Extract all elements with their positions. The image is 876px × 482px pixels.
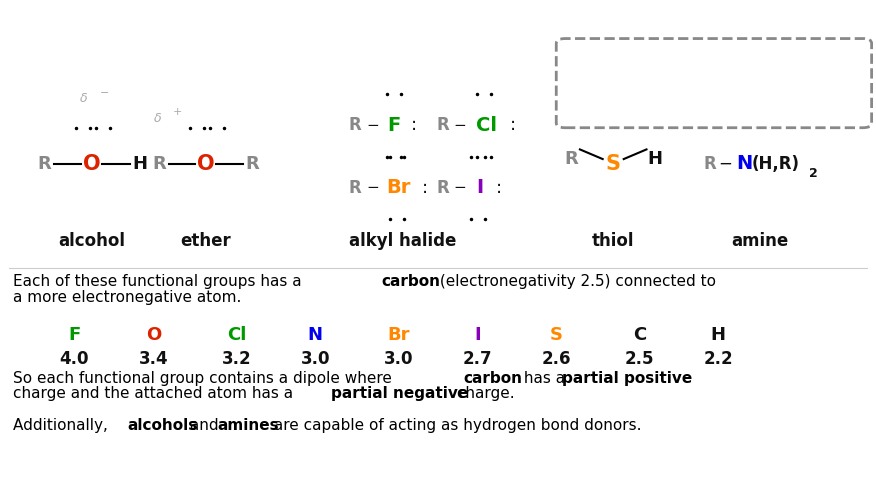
Text: partial negative: partial negative (331, 386, 469, 402)
Text: 2.6: 2.6 (541, 350, 571, 368)
Text: alcohols: alcohols (127, 417, 197, 433)
Text: and: and (185, 417, 223, 433)
Text: −: − (100, 88, 109, 97)
Text: −: − (454, 180, 466, 196)
Text: a more electronegative atom.: a more electronegative atom. (13, 290, 242, 305)
Text: charge.: charge. (452, 386, 514, 402)
Text: R: R (152, 155, 166, 173)
Text: I: I (474, 326, 481, 344)
Text: +: + (173, 107, 182, 117)
Text: R: R (37, 155, 51, 173)
Text: S: S (550, 326, 562, 344)
Text: −: − (366, 180, 378, 196)
Text: −: − (454, 118, 466, 133)
Text: amine: amine (731, 232, 789, 250)
Text: charge and the attached atom has a: charge and the attached atom has a (13, 386, 298, 402)
Text: −: − (366, 118, 378, 133)
Text: O: O (145, 326, 161, 344)
Text: Br: Br (387, 326, 410, 344)
Text: R: R (703, 155, 716, 173)
Text: :: : (412, 116, 417, 134)
Text: 2.5: 2.5 (625, 350, 654, 368)
Text: Cl: Cl (227, 326, 246, 344)
Text: H: H (710, 326, 726, 344)
Text: H: H (132, 155, 148, 173)
Text: ether: ether (180, 232, 231, 250)
Text: H: H (647, 150, 663, 168)
Text: :: : (510, 116, 515, 134)
Text: :: : (497, 179, 502, 197)
Text: 3.4: 3.4 (138, 350, 168, 368)
Text: are capable of acting as hydrogen bond donors.: are capable of acting as hydrogen bond d… (269, 417, 641, 433)
Text: 2.2: 2.2 (703, 350, 733, 368)
Text: S: S (605, 154, 621, 174)
Text: Cl: Cl (476, 116, 497, 135)
Text: −: − (718, 155, 732, 173)
Text: is a carbon substituent: is a carbon substituent (613, 76, 794, 91)
Text: (electronegativity 2.5) connected to: (electronegativity 2.5) connected to (435, 274, 717, 290)
Text: alcohol: alcohol (59, 232, 125, 250)
Text: 3.0: 3.0 (300, 350, 330, 368)
Text: C: C (632, 326, 646, 344)
Text: thiol: thiol (592, 232, 634, 250)
Text: carbon: carbon (381, 274, 440, 290)
Text: partial positive: partial positive (562, 371, 692, 386)
Text: alkyl halide: alkyl halide (350, 232, 456, 250)
Text: O: O (197, 154, 215, 174)
Text: Each of these functional groups has a: Each of these functional groups has a (13, 274, 307, 290)
Text: has a: has a (519, 371, 569, 386)
Text: So each functional group contains a dipole where: So each functional group contains a dipo… (13, 371, 397, 386)
Text: R: R (436, 116, 449, 134)
Text: N: N (737, 154, 752, 174)
Text: R: R (436, 179, 449, 197)
Text: R: R (245, 155, 259, 173)
Text: 3.2: 3.2 (222, 350, 251, 368)
Text: R: R (584, 74, 597, 93)
Text: F: F (68, 326, 81, 344)
Text: 4.0: 4.0 (60, 350, 89, 368)
Text: Br: Br (386, 178, 411, 198)
Text: R: R (564, 150, 578, 168)
Text: F: F (387, 116, 401, 135)
Text: (H,R): (H,R) (752, 155, 799, 173)
Text: I: I (477, 178, 484, 198)
Text: N: N (307, 326, 323, 344)
Text: O: O (83, 154, 101, 174)
Text: 2: 2 (809, 167, 817, 180)
Text: :: : (422, 179, 427, 197)
Text: 2.7: 2.7 (463, 350, 492, 368)
Text: R: R (349, 116, 361, 134)
Text: δ: δ (80, 93, 87, 105)
Text: 3.0: 3.0 (384, 350, 413, 368)
FancyBboxPatch shape (556, 39, 872, 128)
Text: δ: δ (154, 112, 161, 124)
Text: amines: amines (217, 417, 279, 433)
Text: R: R (349, 179, 361, 197)
Text: Additionally,: Additionally, (13, 417, 113, 433)
Text: carbon: carbon (463, 371, 522, 386)
